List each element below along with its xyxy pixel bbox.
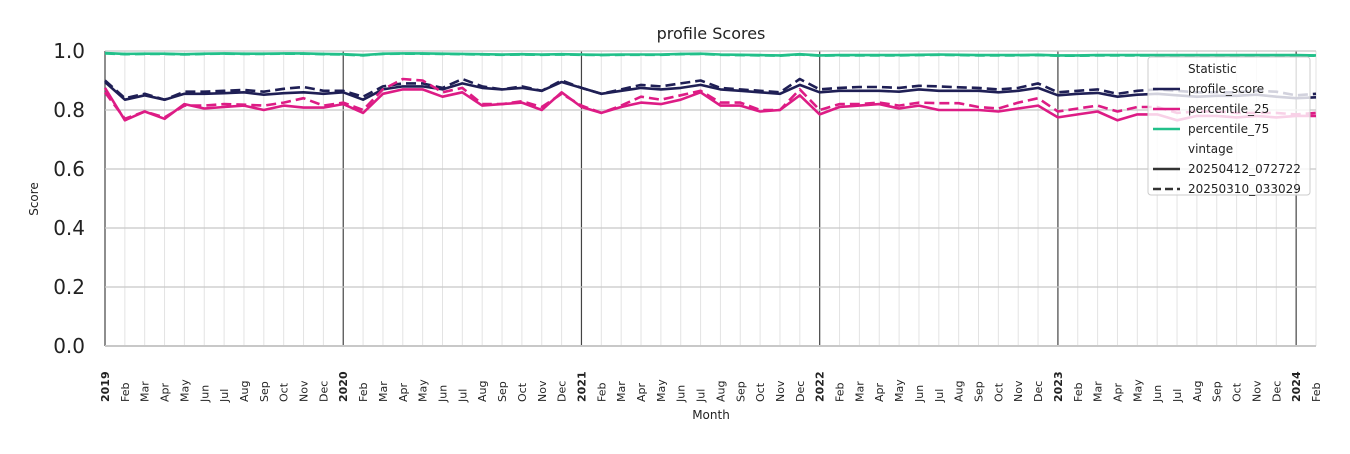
x-tick-label: Mar	[377, 381, 390, 402]
x-tick-label: Oct	[516, 382, 529, 402]
x-tick-label: Feb	[834, 383, 847, 402]
x-tick-label: Aug	[476, 381, 489, 402]
x-tick-label: Nov	[1012, 380, 1025, 402]
y-axis-label: Score	[27, 182, 41, 216]
x-tick-label: Feb	[595, 383, 608, 402]
x-tick-label: Apr	[397, 382, 410, 402]
x-tick-label: 2022	[814, 371, 827, 402]
x-tick-label: May	[893, 379, 906, 402]
legend-title-statistic: Statistic	[1188, 62, 1237, 76]
x-tick-label: Feb	[1072, 383, 1085, 402]
y-tick-label: 0.8	[53, 98, 85, 122]
legend-box	[1147, 56, 1311, 196]
y-axis-ticks: 0.0 0.2 0.4 0.6 0.8 1.0	[53, 39, 85, 358]
x-tick-label: May	[1131, 379, 1144, 402]
x-tick-label: Dec	[556, 381, 569, 402]
x-axis-label: Month	[692, 408, 730, 422]
legend: Statistic profile_score percentile_25perce…	[1147, 56, 1311, 196]
x-tick-label: Aug	[953, 381, 966, 402]
legend-label: profile_score	[1188, 82, 1264, 96]
x-tick-label: Aug	[714, 381, 727, 402]
x-tick-label: Sep	[496, 381, 509, 402]
x-tick-label: Jul	[1171, 389, 1184, 403]
series-percentile_25-solid	[103, 87, 1316, 122]
x-tick-label: 2020	[337, 371, 350, 402]
series-profile_score-dashed	[104, 77, 1317, 101]
y-tick-label: 0.4	[53, 216, 85, 240]
x-tick-label: Dec	[1032, 381, 1045, 402]
x-tick-label: Jun	[913, 385, 926, 403]
y-tick-label: 0.2	[53, 275, 85, 299]
series-percentile_25-dashed	[103, 77, 1317, 121]
x-tick-label: Dec	[794, 381, 807, 402]
x-tick-label: Nov	[774, 380, 787, 402]
x-tick-label: 2019	[99, 371, 112, 402]
x-tick-label: Nov	[298, 380, 311, 402]
x-tick-label: Feb	[1310, 383, 1323, 402]
legend-title-vintage: vintage	[1188, 142, 1233, 156]
legend-label: 20250412_072722	[1188, 162, 1301, 176]
x-tick-label: Oct	[278, 382, 291, 402]
x-tick-label: Jun	[436, 385, 449, 403]
legend-label: 20250310_033029	[1188, 182, 1301, 196]
x-tick-label: Nov	[1250, 380, 1263, 402]
x-tick-label: 2024	[1290, 371, 1303, 402]
x-tick-label: 2023	[1052, 371, 1065, 402]
x-tick-label: May	[655, 379, 668, 402]
x-tick-label: Jul	[218, 389, 231, 403]
x-tick-label: Mar	[1092, 381, 1105, 402]
x-tick-label: Jun	[198, 385, 211, 403]
x-tick-label: Apr	[635, 382, 648, 402]
x-tick-label: Sep	[1211, 381, 1224, 402]
chart-title: profile Scores	[657, 24, 766, 43]
legend-label: percentile_75	[1188, 122, 1269, 136]
x-tick-label: Sep	[973, 381, 986, 402]
x-tick-label: Apr	[873, 382, 886, 402]
x-tick-label: Feb	[357, 383, 370, 402]
series-lines	[103, 51, 1317, 122]
x-tick-label: May	[178, 379, 191, 402]
x-tick-label: Aug	[238, 381, 251, 402]
x-tick-label: May	[417, 379, 430, 402]
y-tick-label: 0.0	[53, 334, 85, 358]
series-profile_score-solid	[104, 80, 1317, 101]
y-tick-label: 0.6	[53, 157, 85, 181]
x-tick-label: Jul	[695, 389, 708, 403]
x-tick-label: Dec	[317, 381, 330, 402]
x-tick-label: Nov	[536, 380, 549, 402]
legend-label: percentile_25	[1188, 102, 1269, 116]
x-tick-label: Oct	[1231, 382, 1244, 402]
x-tick-label: Jul	[933, 389, 946, 403]
x-tick-label: Sep	[258, 381, 271, 402]
x-tick-label: Apr	[159, 382, 172, 402]
x-tick-label: Dec	[1270, 381, 1283, 402]
series-percentile_75-dashed	[104, 52, 1317, 58]
x-tick-label: Oct	[754, 382, 767, 402]
y-tick-label: 1.0	[53, 39, 85, 63]
x-tick-label: Apr	[1111, 382, 1124, 402]
x-tick-label: Jun	[675, 385, 688, 403]
x-tick-label: Jul	[456, 389, 469, 403]
x-tick-label: Mar	[615, 381, 628, 402]
x-tick-label: 2021	[575, 371, 588, 402]
x-axis-ticks: 2019 Feb Mar Apr May Jun Jul Aug Sep Oct Nov Dec 202…	[99, 371, 1323, 403]
x-tick-label: Feb	[119, 383, 132, 402]
x-tick-label: Sep	[734, 381, 747, 402]
x-tick-label: Mar	[139, 381, 152, 402]
x-tick-label: Jun	[1151, 385, 1164, 403]
x-tick-label: Aug	[1191, 381, 1204, 402]
x-tick-label: Mar	[853, 381, 866, 402]
x-tick-label: Oct	[992, 382, 1005, 402]
